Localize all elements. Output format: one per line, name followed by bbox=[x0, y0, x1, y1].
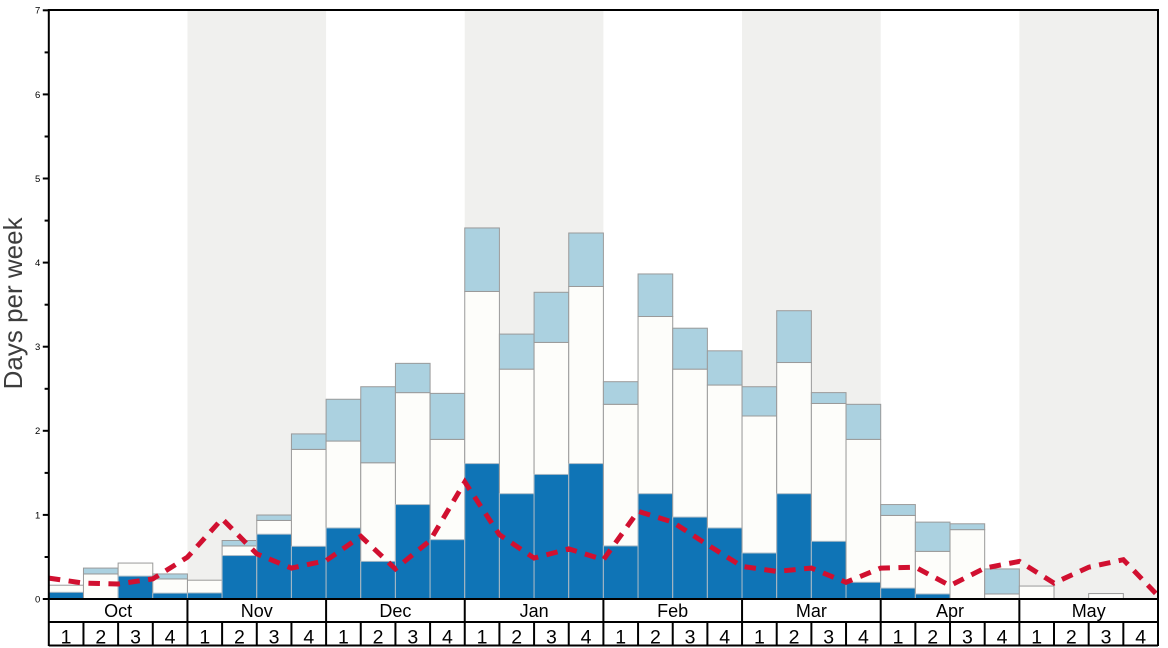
svg-text:1: 1 bbox=[61, 627, 72, 648]
svg-text:4: 4 bbox=[303, 627, 314, 648]
svg-text:Apr: Apr bbox=[936, 601, 964, 621]
svg-text:4: 4 bbox=[997, 627, 1008, 648]
svg-text:4: 4 bbox=[165, 627, 176, 648]
svg-text:3: 3 bbox=[35, 342, 40, 353]
svg-text:4: 4 bbox=[858, 627, 869, 648]
svg-text:4: 4 bbox=[442, 627, 453, 648]
svg-text:4: 4 bbox=[719, 627, 730, 648]
svg-text:3: 3 bbox=[269, 627, 280, 648]
svg-text:2: 2 bbox=[927, 627, 938, 648]
svg-text:Days per week: Days per week bbox=[0, 216, 28, 389]
svg-text:2: 2 bbox=[511, 627, 522, 648]
svg-text:Nov: Nov bbox=[241, 601, 273, 621]
svg-text:1: 1 bbox=[754, 627, 765, 648]
svg-text:2: 2 bbox=[234, 627, 245, 648]
svg-text:5: 5 bbox=[35, 174, 40, 185]
svg-text:1: 1 bbox=[615, 627, 626, 648]
svg-text:3: 3 bbox=[823, 627, 834, 648]
svg-text:4: 4 bbox=[1135, 627, 1146, 648]
svg-text:3: 3 bbox=[1101, 627, 1112, 648]
svg-text:Dec: Dec bbox=[379, 601, 411, 621]
svg-text:6: 6 bbox=[35, 90, 40, 101]
svg-text:1: 1 bbox=[199, 627, 210, 648]
svg-text:7: 7 bbox=[35, 6, 40, 17]
svg-text:2: 2 bbox=[789, 627, 800, 648]
svg-text:2: 2 bbox=[373, 627, 384, 648]
svg-text:3: 3 bbox=[962, 627, 973, 648]
svg-text:1: 1 bbox=[338, 627, 349, 648]
svg-text:Feb: Feb bbox=[657, 601, 688, 621]
svg-text:2: 2 bbox=[1066, 627, 1077, 648]
svg-text:3: 3 bbox=[407, 627, 418, 648]
svg-text:2: 2 bbox=[95, 627, 106, 648]
svg-text:Jan: Jan bbox=[520, 601, 549, 621]
svg-text:1: 1 bbox=[893, 627, 904, 648]
svg-text:3: 3 bbox=[130, 627, 141, 648]
svg-text:Oct: Oct bbox=[104, 601, 132, 621]
svg-text:3: 3 bbox=[685, 627, 696, 648]
svg-text:Mar: Mar bbox=[796, 601, 827, 621]
svg-text:1: 1 bbox=[477, 627, 488, 648]
svg-text:1: 1 bbox=[1031, 627, 1042, 648]
svg-text:May: May bbox=[1072, 601, 1106, 621]
svg-text:0: 0 bbox=[35, 594, 40, 605]
svg-text:2: 2 bbox=[35, 426, 40, 437]
svg-text:4: 4 bbox=[581, 627, 592, 648]
svg-text:1: 1 bbox=[35, 510, 40, 521]
svg-text:2: 2 bbox=[650, 627, 661, 648]
svg-text:3: 3 bbox=[546, 627, 557, 648]
svg-text:4: 4 bbox=[35, 258, 40, 269]
